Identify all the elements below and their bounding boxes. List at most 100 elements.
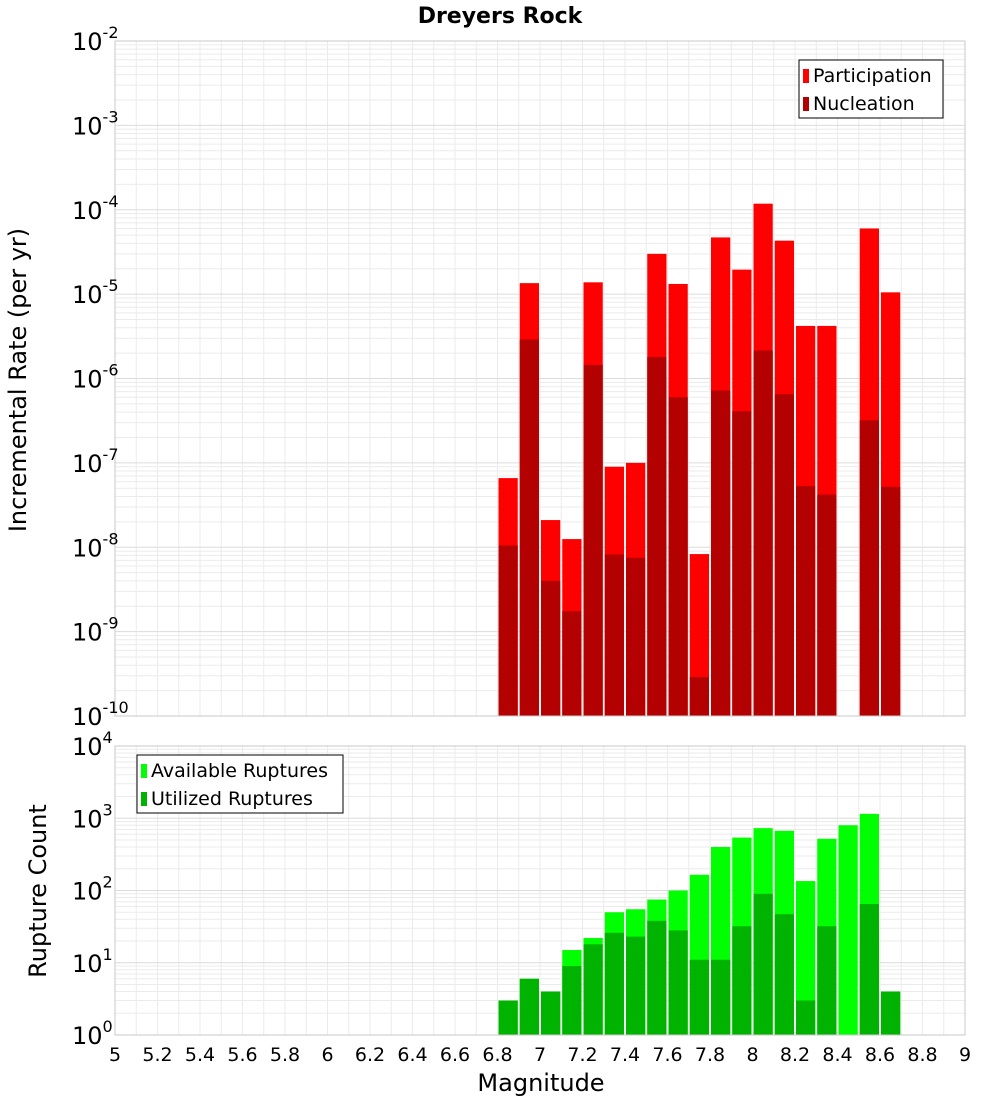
bar-nucleation [753,350,773,716]
bottom-y-axis-label: Rupture Count [24,804,52,978]
bars [498,813,901,1035]
rupture-count-panel: 100 101 102 103 104 5 5.2 5.4 5.6 5.8 6 6.2 6.4 6.6 6.… [72,728,971,1066]
x-tick-label: 5 [109,1044,121,1066]
y-tick-label: 100 [72,1017,113,1050]
bar-participation [689,554,709,716]
x-tick-labels: 5 5.2 5.4 5.6 5.8 6 6.2 6.4 6.6 6.8 7 7.2 7.4 7.6 7.8 8… [109,1044,971,1066]
y-tick-label: 10-3 [72,107,119,140]
legend-label: Participation [813,65,932,87]
bar-utilized-ruptures [859,904,879,1035]
y-tick-label: 101 [72,945,113,978]
x-tick-label: 8.8 [907,1044,937,1066]
bar-nucleation [732,411,752,716]
x-tick-label: 6.6 [440,1044,470,1066]
bar-nucleation [689,676,709,716]
x-tick-label: 9 [959,1044,971,1066]
y-tick-label: 104 [72,728,113,761]
y-tick-label: 102 [72,873,113,906]
legend-label: Utilized Ruptures [151,788,313,810]
legend-swatch [803,97,809,111]
x-tick-label: 5.2 [142,1044,172,1066]
bar-nucleation [668,397,688,716]
bar-utilized-ruptures [796,1000,816,1035]
y-tick-label: 10-7 [72,445,119,478]
bar-utilized-ruptures [519,978,539,1035]
bar-nucleation [647,356,667,716]
bar-utilized-ruptures [732,926,752,1035]
x-tick-label: 8.6 [865,1044,895,1066]
bar-nucleation [774,394,794,716]
bar-nucleation [859,420,879,716]
bars [498,203,901,717]
bar-nucleation [562,611,582,716]
chart-title: Dreyers Rock [418,4,584,29]
x-tick-label: 5.6 [227,1044,257,1066]
bar-nucleation [498,545,518,716]
legend-swatch [803,69,809,83]
legend-label: Available Ruptures [151,760,328,782]
bar-utilized-ruptures [668,930,688,1035]
x-tick-label: 8.4 [822,1044,852,1066]
bar-nucleation [711,390,731,716]
y-tick-label: 10-5 [72,276,119,309]
bar-utilized-ruptures [562,966,582,1035]
bar-nucleation [796,486,816,716]
x-tick-label: 6 [321,1044,333,1066]
plot-frame [114,40,966,717]
legend-label: Nucleation [813,93,915,115]
y-tick-label: 10-9 [72,614,119,647]
bar-nucleation [519,339,539,716]
bar-utilized-ruptures [817,926,837,1035]
bar-utilized-ruptures [583,944,603,1035]
bar-nucleation [583,364,603,716]
bar-utilized-ruptures [753,893,773,1035]
bar-utilized-ruptures [711,959,731,1035]
bar-nucleation [541,580,561,716]
y-tick-label: 10-10 [72,698,129,731]
legend-swatch [141,792,147,806]
bar-available-ruptures [796,881,816,1035]
x-tick-label: 7.4 [610,1044,640,1066]
y-tick-label: 10-2 [72,23,119,56]
y-tick-labels: 10-10 10-9 10-8 10-7 10-6 10-5 10-4 10-3 10-2 [72,23,129,731]
participation-panel: 10-10 10-9 10-8 10-7 10-6 10-5 10-4 10-3 10-2 Par… [72,23,966,731]
grid [114,41,966,717]
plot-frame [114,745,966,1036]
y-tick-label: 10-4 [72,192,119,225]
bar-utilized-ruptures [626,936,646,1035]
x-tick-label: 6.8 [482,1044,512,1066]
y-tick-label: 103 [72,800,113,833]
y-tick-label: 10-8 [72,529,119,562]
x-tick-label: 7.8 [695,1044,725,1066]
legend-box [798,59,944,119]
bar-nucleation [881,486,901,716]
bar-available-ruptures [838,825,858,1035]
bar-utilized-ruptures [498,1000,518,1035]
x-tick-label: 6.4 [397,1044,427,1066]
bar-nucleation [817,494,837,716]
bar-utilized-ruptures [774,914,794,1035]
x-tick-label: 8.2 [780,1044,810,1066]
bar-utilized-ruptures [881,991,901,1035]
legend: Available Ruptures Utilized Ruptures [136,754,344,814]
bar-utilized-ruptures [541,991,561,1035]
bar-utilized-ruptures [647,920,667,1035]
top-y-axis-label: Incremental Rate (per yr) [4,228,32,532]
y-tick-labels: 100 101 102 103 104 [72,728,113,1050]
legend-swatch [141,764,147,778]
legend-box [136,754,344,814]
x-tick-label: 5.8 [270,1044,300,1066]
x-tick-label: 7.2 [567,1044,597,1066]
legend: Participation Nucleation [798,59,944,119]
bar-utilized-ruptures [604,932,624,1035]
grid [114,746,966,1036]
bar-nucleation [604,554,624,716]
x-tick-label: 7 [534,1044,546,1066]
x-tick-label: 6.2 [355,1044,385,1066]
bar-utilized-ruptures [689,959,709,1035]
x-tick-label: 7.6 [652,1044,682,1066]
bar-nucleation [626,557,646,716]
x-tick-label: 8 [746,1044,758,1066]
